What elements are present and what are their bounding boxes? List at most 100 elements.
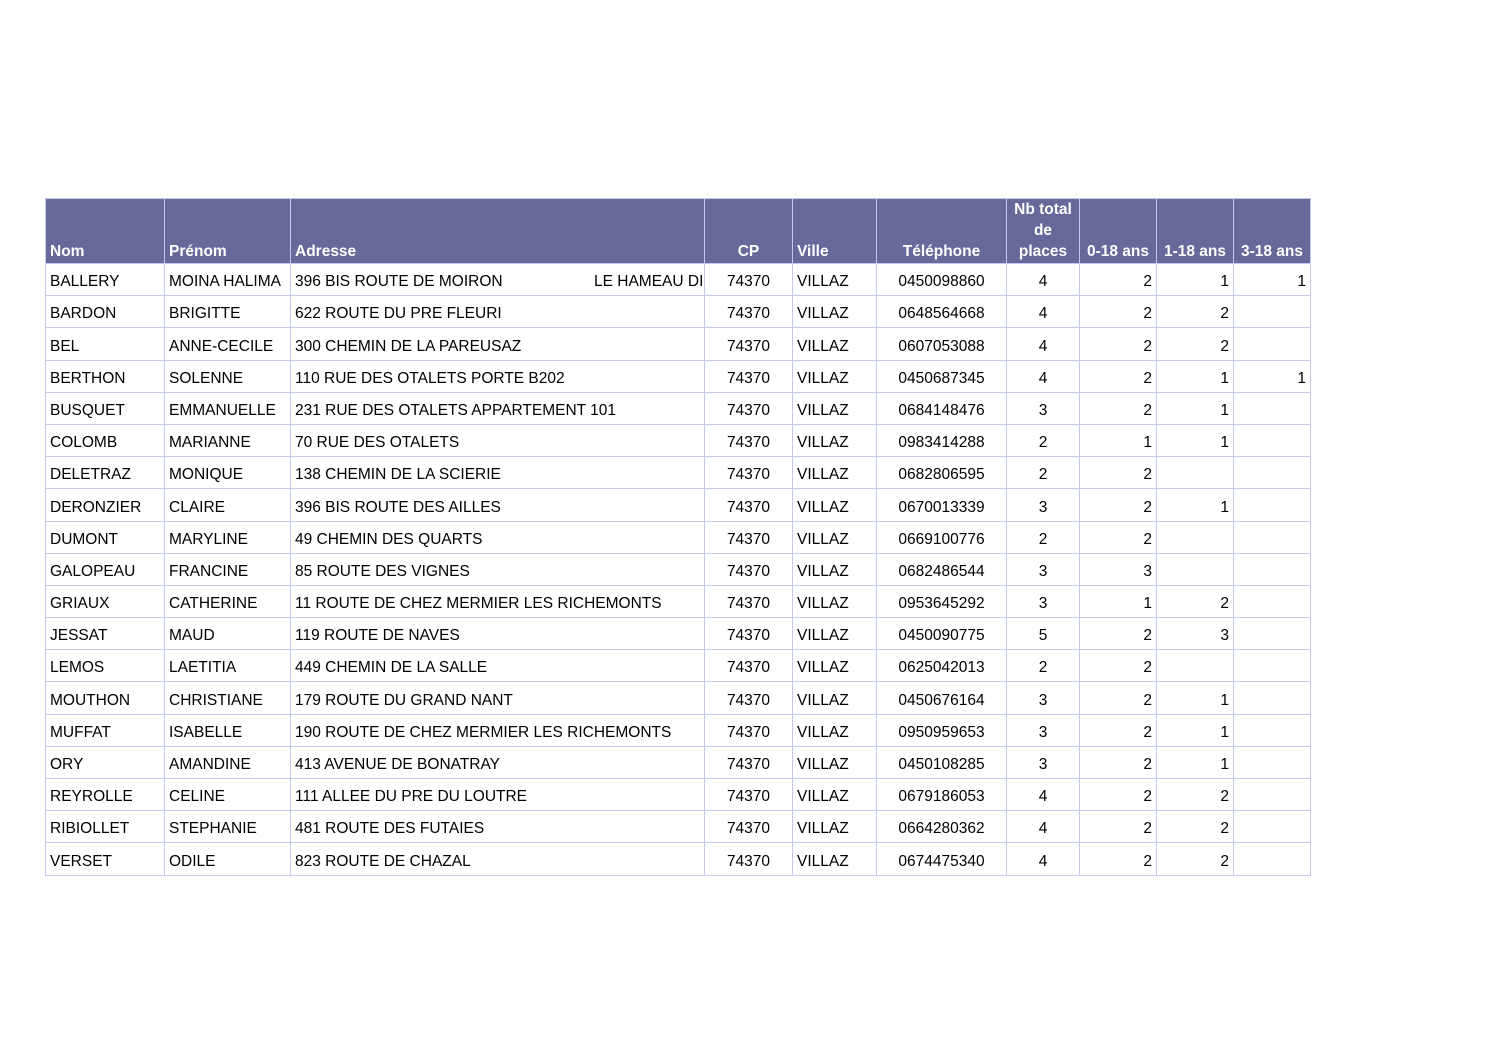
cell-cp: 74370 — [704, 359, 793, 393]
cell-cp: 74370 — [704, 262, 793, 297]
adresse-wrapper: 396 BIS ROUTE DES AILLES — [295, 498, 700, 516]
cell-nb-places: 3 — [1006, 391, 1080, 425]
adresse-wrapper: 622 ROUTE DU PRE FLEURI — [295, 306, 700, 322]
header-3-18-ans: 3-18 ans — [1233, 198, 1311, 264]
adresse-text: 119 ROUTE DE NAVES — [295, 627, 460, 645]
cell-adresse: 179 ROUTE DU GRAND NANT — [290, 681, 705, 715]
header-telephone: Téléphone — [876, 198, 1007, 264]
cell-nb-places: 2 — [1006, 456, 1080, 490]
cell-prenom: SOLENNE — [164, 359, 291, 393]
cell-telephone: 0664280362 — [876, 810, 1007, 844]
cell-prenom: FRANCINE — [164, 552, 291, 586]
cell-3-18-ans — [1233, 327, 1311, 361]
header-row: Nom Prénom Adresse CP Ville Téléphone Nb… — [45, 198, 1311, 264]
adresse-text: 622 ROUTE DU PRE FLEURI — [295, 305, 502, 323]
cell-1-18-ans — [1156, 649, 1234, 683]
cell-3-18-ans — [1233, 520, 1311, 554]
adresse-wrapper: 119 ROUTE DE NAVES — [295, 628, 700, 644]
table-row: MOUTHON CHRISTIANE 179 ROUTE DU GRAND NANT… — [45, 681, 1311, 715]
cell-nb-places: 3 — [1006, 713, 1080, 747]
cell-0-18-ans: 2 — [1079, 842, 1157, 876]
cell-nom: GALOPEAU — [45, 552, 165, 586]
cell-nom: LEMOS — [45, 649, 165, 683]
cell-0-18-ans: 2 — [1079, 327, 1157, 361]
adresse-text: 231 RUE DES OTALETS APPARTEMENT 101 — [295, 401, 617, 419]
cell-prenom: ISABELLE — [164, 713, 291, 747]
cell-cp: 74370 — [704, 842, 793, 876]
cell-adresse: 111 ALLEE DU PRE DU LOUTRE — [290, 777, 705, 812]
cell-adresse: 119 ROUTE DE NAVES — [290, 617, 705, 651]
cell-0-18-ans: 1 — [1079, 584, 1157, 619]
adresse-wrapper: 138 CHEMIN DE LA SCIERIE — [295, 467, 700, 483]
table-row: DUMONT MARYLINE 49 CHEMIN DES QUARTS 74370 V… — [45, 520, 1311, 554]
cell-3-18-ans — [1233, 745, 1311, 780]
cell-nb-places: 3 — [1006, 488, 1080, 522]
adresse-wrapper: 85 ROUTE DES VIGNES — [295, 562, 700, 580]
cell-1-18-ans: 2 — [1156, 842, 1234, 876]
cell-nb-places: 4 — [1006, 327, 1080, 361]
cell-1-18-ans: 2 — [1156, 584, 1234, 619]
header-nb-total-places-line-2: de — [1033, 222, 1053, 239]
cell-0-18-ans: 2 — [1079, 391, 1157, 425]
cell-prenom: MARIANNE — [164, 423, 291, 458]
cell-telephone: 0674475340 — [876, 842, 1007, 876]
cell-3-18-ans — [1233, 391, 1311, 425]
cell-ville: VILLAZ — [792, 617, 877, 651]
cell-nom: BEL — [45, 327, 165, 361]
cell-telephone: 0679186053 — [876, 777, 1007, 812]
cell-prenom: CELINE — [164, 777, 291, 812]
cell-1-18-ans: 2 — [1156, 327, 1234, 361]
table-row: DERONZIER CLAIRE 396 BIS ROUTE DES AILLES 7… — [45, 488, 1311, 522]
adresse-wrapper: 179 ROUTE DU GRAND NANT — [295, 692, 700, 709]
cell-nom: COLOMB — [45, 423, 165, 458]
cell-telephone: 0682806595 — [876, 456, 1007, 490]
table-row: BEL ANNE-CECILE 300 CHEMIN DE LA PAREUSAZ 7… — [45, 327, 1311, 361]
adresse-wrapper: 231 RUE DES OTALETS APPARTEMENT 101 — [295, 401, 700, 419]
cell-0-18-ans: 2 — [1079, 262, 1157, 297]
cell-0-18-ans: 2 — [1079, 520, 1157, 554]
cell-nom: MUFFAT — [45, 713, 165, 747]
cell-1-18-ans: 1 — [1156, 488, 1234, 522]
cell-nom: VERSET — [45, 842, 165, 876]
adresse-text: 396 BIS ROUTE DES AILLES — [295, 498, 501, 516]
cell-ville: VILLAZ — [792, 810, 877, 844]
cell-adresse: 11 ROUTE DE CHEZ MERMIER LES RICHEMONTS — [290, 584, 705, 619]
cell-ville: VILLAZ — [792, 391, 877, 425]
adresse-text: 396 BIS ROUTE DE MOIRON — [295, 273, 503, 291]
cell-cp: 74370 — [704, 777, 793, 812]
table-row: BALLERY MOINA HALIMA 396 BIS ROUTE DE MOIR… — [45, 262, 1311, 297]
cell-3-18-ans — [1233, 681, 1311, 715]
cell-adresse: 481 ROUTE DES FUTAIES — [290, 810, 705, 844]
header-0-18-ans: 0-18 ans — [1079, 198, 1157, 264]
cell-adresse: 231 RUE DES OTALETS APPARTEMENT 101 — [290, 391, 705, 425]
cell-1-18-ans: 1 — [1156, 745, 1234, 780]
cell-3-18-ans: 1 — [1233, 359, 1311, 393]
cell-adresse: 300 CHEMIN DE LA PAREUSAZ — [290, 327, 705, 361]
adresse-text: 85 ROUTE DES VIGNES — [295, 562, 470, 580]
cell-prenom: CATHERINE — [164, 584, 291, 619]
cell-nom: GRIAUX — [45, 584, 165, 619]
adresse-wrapper: 823 ROUTE DE CHAZAL — [295, 853, 700, 870]
cell-ville: VILLAZ — [792, 456, 877, 490]
cell-nom: ORY — [45, 745, 165, 780]
cell-adresse: 396 BIS ROUTE DE MOIRON LE HAMEAU DI — [290, 262, 705, 297]
cell-3-18-ans — [1233, 488, 1311, 522]
cell-0-18-ans: 2 — [1079, 810, 1157, 844]
cell-cp: 74370 — [704, 745, 793, 780]
cell-nb-places: 2 — [1006, 649, 1080, 683]
cell-adresse: 449 CHEMIN DE LA SALLE — [290, 649, 705, 683]
cell-ville: VILLAZ — [792, 584, 877, 619]
cell-nom: BERTHON — [45, 359, 165, 393]
cell-cp: 74370 — [704, 423, 793, 458]
cell-telephone: 0950959653 — [876, 713, 1007, 747]
adresse-text: 481 ROUTE DES FUTAIES — [295, 820, 485, 838]
table-row: GALOPEAU FRANCINE 85 ROUTE DES VIGNES 74370… — [45, 552, 1311, 586]
cell-1-18-ans: 1 — [1156, 391, 1234, 425]
adresse-text: 413 AVENUE DE BONATRAY — [295, 756, 501, 773]
cell-ville: VILLAZ — [792, 520, 877, 554]
cell-3-18-ans — [1233, 649, 1311, 683]
cell-nom: DELETRAZ — [45, 456, 165, 490]
cell-nb-places: 3 — [1006, 745, 1080, 780]
cell-nb-places: 3 — [1006, 552, 1080, 586]
cell-ville: VILLAZ — [792, 777, 877, 812]
